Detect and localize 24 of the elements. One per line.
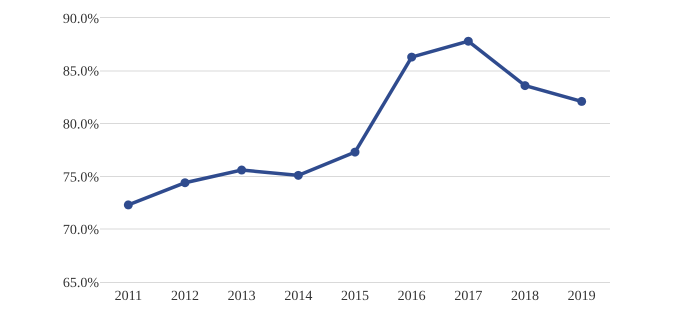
point [237,166,246,175]
x-tick-label: 2011 [114,288,142,304]
y-tick-label: 70.0% [62,223,100,238]
y-tick-label: 90.0% [62,12,100,27]
point [520,81,530,90]
y-tick-label: 65.0% [62,276,100,291]
y-tick-label: 75.0% [62,170,100,186]
point [577,96,586,106]
x-tick-label: 2012 [171,288,199,304]
point [464,36,473,46]
point [180,178,190,188]
x-tick-label: 2017 [454,288,482,304]
point [294,170,303,180]
x-tick-label: 2018 [511,288,539,304]
x-tick-label: 2013 [228,288,256,304]
point [407,52,416,62]
x-tick-label: 2015 [341,288,369,304]
point [124,200,133,210]
y-tick-label: 80.0% [62,118,100,132]
y-tick-label: 85.0% [62,64,100,80]
point [350,148,360,157]
x-tick-label: 2014 [284,288,312,304]
x-tick-label: 2019 [568,288,596,304]
x-tick-label: 2016 [398,288,426,304]
